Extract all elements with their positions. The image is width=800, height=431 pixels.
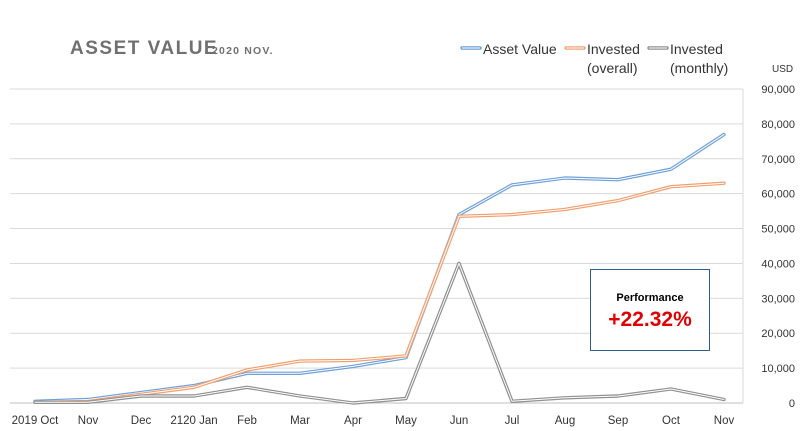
legend-item-invested_overall: Invested (overall) — [564, 41, 640, 76]
x-tick-label: Feb — [237, 415, 257, 427]
series-lines — [33, 132, 726, 405]
series-asset_value — [33, 132, 726, 403]
performance-label: Performance — [616, 292, 684, 304]
y-tick-label: 60,000 — [761, 189, 795, 201]
legend-label: (overall) — [587, 60, 638, 76]
x-axis-ticks: 2019 Oct Nov Dec 2120 Jan Feb Mar Apr May Jun Jul… — [12, 415, 735, 427]
x-tick-label: Aug — [555, 415, 575, 427]
y-tick-label: 20,000 — [761, 328, 795, 340]
y-tick-label: 80,000 — [761, 119, 795, 131]
legend-label: (monthly) — [670, 60, 728, 76]
chart-title: ASSET VALUE — [70, 38, 218, 59]
x-tick-label: 2019 Oct — [12, 415, 59, 427]
legend-label: Invested — [587, 41, 640, 57]
x-tick-label: 2120 Jan — [170, 415, 217, 427]
series-line-outer — [33, 132, 726, 403]
y-tick-label: 30,000 — [761, 293, 795, 305]
legend-label: Invested — [670, 41, 723, 57]
y-axis-ticks: 0 10,000 20,000 30,000 40,000 50,000 60,000 70,… — [761, 84, 795, 410]
legend-item-asset_value: Asset Value — [460, 41, 557, 57]
legend-label: Asset Value — [483, 41, 557, 57]
series-line-inner — [34, 182, 725, 403]
performance-value: +22.32% — [608, 308, 692, 331]
x-tick-label: Apr — [344, 415, 362, 427]
x-tick-label: Jun — [450, 415, 469, 427]
x-tick-label: Sep — [608, 415, 628, 427]
series-line-inner — [34, 133, 725, 402]
x-tick-label: Nov — [714, 415, 735, 427]
legend: Asset Value Invested (overall) Invested (mon… — [460, 41, 728, 76]
y-tick-label: 50,000 — [761, 224, 795, 236]
x-tick-label: Nov — [78, 415, 99, 427]
gridlines — [10, 88, 744, 404]
x-tick-label: Oct — [662, 415, 681, 427]
x-tick-label: Mar — [290, 415, 310, 427]
y-tick-label: 40,000 — [761, 258, 795, 270]
series-line-inner — [34, 262, 725, 404]
legend-item-invested_monthly: Invested (monthly) — [647, 41, 728, 76]
performance-box: Performance +22.32% — [590, 269, 710, 351]
series-invested_monthly — [33, 261, 726, 405]
x-tick-label: May — [395, 415, 417, 427]
y-tick-label: 70,000 — [761, 154, 795, 166]
x-tick-label: Jul — [505, 415, 520, 427]
x-tick-label: Dec — [131, 415, 152, 427]
y-tick-label: 10,000 — [761, 363, 795, 375]
y-axis-unit: USD — [772, 64, 793, 75]
y-tick-label: 0 — [789, 398, 795, 410]
y-tick-label: 90,000 — [761, 84, 795, 96]
chart-subtitle: 2020 NOV. — [212, 45, 274, 57]
series-invested_overall — [33, 181, 726, 404]
